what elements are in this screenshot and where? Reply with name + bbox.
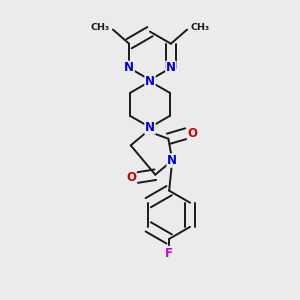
Text: O: O xyxy=(188,127,197,140)
Text: N: N xyxy=(145,121,155,134)
Text: F: F xyxy=(165,247,173,260)
Text: CH₃: CH₃ xyxy=(190,23,209,32)
Text: N: N xyxy=(124,61,134,74)
Text: O: O xyxy=(126,171,136,184)
Text: N: N xyxy=(166,61,176,74)
Text: N: N xyxy=(145,75,155,88)
Text: N: N xyxy=(167,154,177,167)
Text: CH₃: CH₃ xyxy=(91,23,110,32)
